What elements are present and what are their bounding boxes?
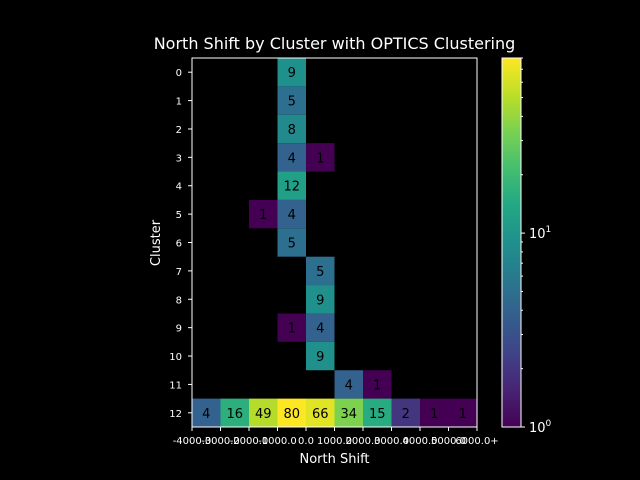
cell-value-label: 1	[430, 407, 438, 422]
x-tick-label: 1000.0	[317, 436, 352, 447]
heatmap-cell	[306, 285, 335, 314]
cell-value-label: 80	[283, 407, 300, 422]
y-tick-label: 4	[176, 182, 182, 193]
cell-value-label: 9	[288, 66, 296, 81]
cell-value-label: 15	[369, 407, 386, 422]
cell-value-label: 5	[288, 237, 296, 252]
cell-value-label: 1	[373, 378, 381, 393]
colorbar-gradient	[501, 57, 522, 428]
cell-value-label: 2	[402, 407, 410, 422]
heatmap-cell	[391, 398, 420, 427]
x-tick-label: -3000.0	[201, 436, 240, 447]
cell-value-label: 12	[283, 180, 300, 195]
heatmap-cell	[306, 341, 335, 371]
heatmap-cells	[192, 58, 477, 427]
y-tick-label: 7	[176, 267, 182, 278]
heatmap-cell	[277, 199, 306, 229]
heatmap-cell	[277, 114, 306, 144]
x-tick-label: 3000.0	[374, 436, 409, 447]
cell-value-label: 66	[312, 407, 329, 422]
cell-value-label: 4	[316, 322, 324, 337]
y-tick-label: 5	[176, 210, 182, 221]
y-tick-label: 12	[169, 409, 182, 420]
heatmap-cell	[192, 398, 221, 427]
chart-title: North Shift by Cluster with OPTICS Clust…	[154, 34, 516, 53]
heatmap-cell	[363, 398, 392, 427]
colorbar-tick-label: 101	[529, 225, 551, 242]
x-axis: -4000.0-3000.0-2000.0-1000.0 0.0 1000.0200…	[173, 427, 499, 447]
y-tick-label: 6	[176, 239, 182, 250]
heatmap-cell	[249, 398, 278, 427]
heatmap-cell	[334, 398, 363, 427]
heatmap-cell	[306, 143, 335, 172]
y-tick-label: 3	[176, 153, 182, 164]
cell-value-label: 1	[288, 322, 296, 337]
cell-value-label: 49	[255, 407, 272, 422]
x-tick-label: -4000.0	[173, 436, 212, 447]
cell-value-label: 8	[288, 123, 296, 138]
x-axis-label: North Shift	[299, 452, 369, 467]
heatmap-cell	[277, 398, 306, 427]
heatmap-cell	[277, 58, 306, 87]
x-tick-label: -1000.0	[258, 436, 297, 447]
cell-value-label: 4	[345, 378, 353, 393]
cell-value-label: 16	[226, 407, 243, 422]
cell-value-label: 9	[316, 293, 324, 308]
x-tick-label: -2000.0	[230, 436, 269, 447]
x-tick-label: 5000.0	[431, 436, 466, 447]
heatmap-cell	[420, 398, 449, 427]
cell-value-label: 34	[340, 407, 357, 422]
heatmap-cell	[334, 370, 363, 399]
cell-value-label: 4	[202, 407, 210, 422]
colorbar-ticks: 100 101	[521, 57, 552, 436]
heatmap-cell	[277, 171, 306, 200]
y-tick-label: 2	[176, 125, 182, 136]
y-tick-label: 10	[169, 352, 182, 363]
x-tick-label: 2000.0	[346, 436, 381, 447]
y-tick-label: 0	[176, 68, 182, 79]
heatmap-cell	[306, 313, 335, 342]
x-tick-label: 4000.0	[403, 436, 438, 447]
x-tick-label: 6000.0+	[455, 436, 498, 447]
cell-value-label: 5	[288, 95, 296, 110]
heatmap-cell	[277, 313, 306, 342]
heatmap-cell	[363, 370, 392, 399]
y-tick-label: 8	[176, 295, 182, 306]
heatmap-cell	[277, 228, 306, 257]
x-tick-label: 0.0	[298, 436, 314, 447]
heatmap-cell	[306, 256, 335, 286]
cell-value-label: 4	[288, 208, 296, 223]
colorbar: 100 101	[501, 57, 552, 436]
y-tick-label: 1	[176, 97, 182, 108]
cell-value-label: 9	[316, 350, 324, 365]
y-tick-label: 11	[169, 380, 182, 391]
heatmap-cell	[448, 398, 477, 427]
cell-value-label: 1	[316, 151, 324, 166]
heatmap-cell	[220, 398, 249, 427]
heatmap-cell	[277, 86, 306, 115]
colorbar-tick-label: 100	[529, 419, 552, 436]
heatmap-cell	[277, 143, 306, 172]
y-axis-label: Cluster	[149, 219, 164, 266]
cell-value-label: 5	[316, 265, 324, 280]
cell-value-label: 1	[259, 208, 267, 223]
heatmap-cell	[249, 199, 278, 229]
cell-value-label: 4	[288, 151, 296, 166]
cell-value-label: 1	[459, 407, 467, 422]
heatmap-cell	[306, 398, 335, 427]
y-tick-label: 9	[176, 324, 182, 335]
